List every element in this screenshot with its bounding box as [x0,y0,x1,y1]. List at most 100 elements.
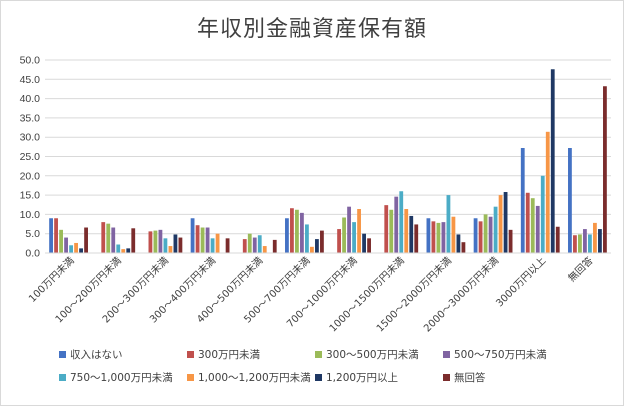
bar [210,238,215,253]
legend-swatch [443,351,450,358]
bar [357,209,361,253]
y-tick-label: 50.0 [20,55,41,67]
legend-label: 300万円未満 [198,349,261,361]
legend-swatch [315,374,322,381]
bar [69,245,73,253]
x-tick-label: 無回答 [565,254,595,284]
bar [178,237,183,253]
bar [483,214,488,253]
x-tick-label: 100万円未満 [26,255,76,305]
bar [503,192,508,253]
bar [578,234,582,253]
bar [257,235,262,253]
bar [545,131,550,253]
x-tick-label: 3000万円以上 [494,255,549,310]
legend-label: 1,200万円以上 [326,372,399,384]
bar [456,234,461,253]
legend-item: 750〜1,000万円未満 [59,370,187,385]
chart-title: 年収別金融資産保有額 [196,17,427,42]
bar [225,238,230,253]
bar [195,225,200,253]
legend-label: 300〜500万円未満 [326,349,419,361]
bar [384,205,389,253]
bar [473,218,478,253]
legend-swatch [187,351,194,358]
bar [394,196,399,253]
bar [414,224,419,253]
bar [64,237,68,253]
bar [593,222,597,253]
bar [242,239,247,253]
bar [588,234,592,253]
y-tick-label: 15.0 [20,190,41,202]
bar [158,229,163,253]
y-tick-label: 20.0 [20,170,41,182]
bar [59,229,63,253]
bar [79,248,83,253]
y-tick-label: 40.0 [20,93,41,105]
bar [74,242,78,253]
bar [305,224,309,253]
legend-label: 500〜750万円未満 [454,349,547,361]
bar [573,235,577,253]
legend-item: 300〜500万円未満 [315,347,443,362]
bar [603,86,607,253]
bar [478,221,483,253]
bar [148,231,153,253]
bar [404,209,409,253]
bar [583,229,587,253]
legend-swatch [187,374,194,381]
bar [367,238,371,253]
bar [190,218,195,253]
bar [295,209,299,253]
bar [598,229,602,253]
y-tick-label: 35.0 [20,112,41,124]
bar [106,223,111,253]
chart-legend: 収入はない 300万円未満 300〜500万円未満 500〜750万円未満 750〜1,… [59,347,579,385]
bar [310,246,314,253]
bar [173,234,178,253]
legend-swatch [443,374,450,381]
bar [168,246,173,253]
bar [436,222,441,253]
x-tick-label: 1000〜1500万円未満 [327,255,407,335]
bar [446,195,451,253]
bar [247,233,252,253]
bar [488,216,493,253]
y-tick-label: 25.0 [20,151,41,163]
bar [54,218,58,253]
legend-item: 無回答 [443,370,579,385]
bar-chart: 0.0 5.0 10.0 15.0 20.0 25.0 30.0 35.0 40.0 45.0 50… [20,55,611,335]
bar [431,221,436,253]
bar [525,192,530,253]
bar [362,233,366,253]
bar [285,218,289,253]
bar [84,227,88,253]
bar [389,209,394,253]
bar [493,206,498,253]
bar [508,229,513,253]
bar [498,195,503,253]
bar [399,191,404,253]
legend-item: 収入はない [59,347,187,362]
x-tick-label: 2000〜3000万円未満 [421,255,501,335]
legend-item: 300万円未満 [187,347,315,362]
bar [121,249,126,253]
legend-swatch [59,374,66,381]
bar [568,148,572,253]
bar [215,233,220,253]
bar [347,206,351,253]
y-tick-label: 10.0 [20,209,41,221]
bar [49,218,53,253]
bar [520,148,525,253]
bar [352,222,356,253]
bar [200,227,205,253]
legend-item: 1,000〜1,200万円未満 [187,370,315,385]
bar [252,237,257,253]
bar [131,228,136,253]
bar [262,246,267,253]
bar [461,242,466,253]
legend-item: 1,200万円以上 [315,370,443,385]
legend-label: 収入はない [70,349,123,361]
